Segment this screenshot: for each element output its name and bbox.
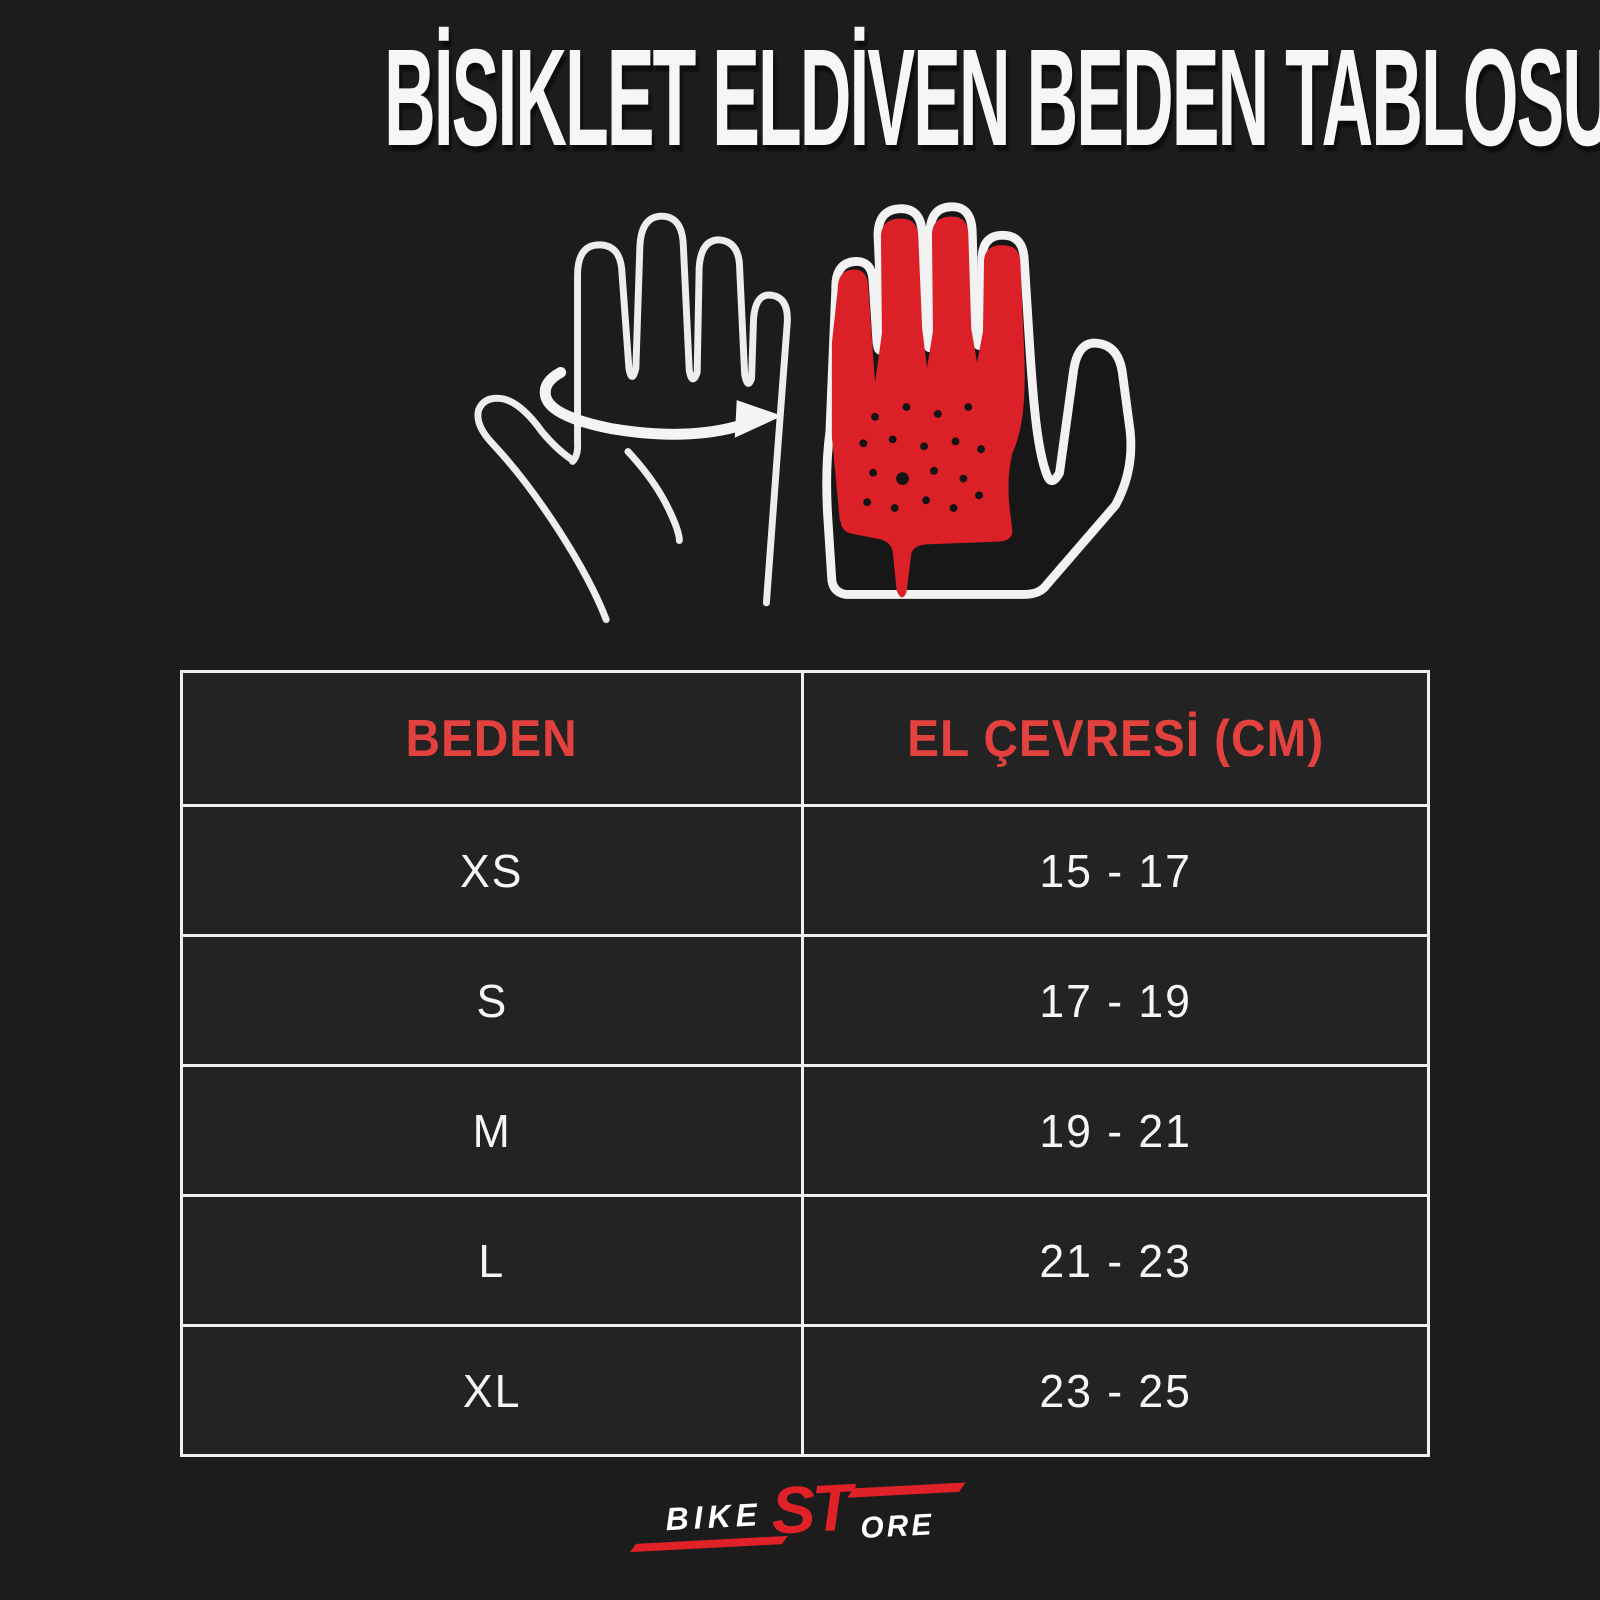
measure-arrow-icon <box>539 366 783 440</box>
table-row: XS 15 - 17 <box>180 804 1430 937</box>
size-table: BEDEN EL ÇEVRESİ (CM) XS 15 - 17 S 17 - … <box>180 670 1430 1457</box>
size-value: S <box>476 974 508 1027</box>
table-row: S 17 - 19 <box>180 934 1430 1067</box>
size-cell: XL <box>180 1324 804 1457</box>
bikestore-logo: BIKE ST ORE <box>630 1470 977 1569</box>
logo-crossbar-line-icon <box>847 1482 966 1498</box>
circumference-column-header-label: EL ÇEVRESİ (CM) <box>907 709 1324 768</box>
table-row: L 21 - 23 <box>180 1194 1430 1327</box>
glove-red-panel <box>831 216 1025 598</box>
size-cell: L <box>180 1194 804 1327</box>
range-value: 21 - 23 <box>1039 1234 1192 1287</box>
range-value: 19 - 21 <box>1039 1104 1192 1157</box>
size-value: XS <box>460 844 524 897</box>
range-value: 15 - 17 <box>1039 844 1192 897</box>
glove-perforation-dots <box>859 403 985 513</box>
circumference-column-header: EL ÇEVRESİ (CM) <box>801 670 1430 807</box>
range-cell: 15 - 17 <box>801 804 1430 937</box>
range-cell: 17 - 19 <box>801 934 1430 1067</box>
page-title: BİSIKLET ELDİVEN BEDEN TABLOSU <box>384 21 1600 175</box>
size-value: XL <box>462 1364 522 1417</box>
size-value: M <box>472 1104 512 1157</box>
range-value: 23 - 25 <box>1039 1364 1192 1417</box>
size-column-header-label: BEDEN <box>405 709 579 768</box>
range-cell: 21 - 23 <box>801 1194 1430 1327</box>
size-cell: M <box>180 1064 804 1197</box>
logo-st-text: ST <box>769 1469 852 1548</box>
logo-bike-text: BIKE <box>664 1496 763 1538</box>
hand-measure-icon <box>474 212 791 624</box>
size-value: L <box>478 1234 506 1287</box>
size-cell: S <box>180 934 804 1067</box>
range-value: 17 - 19 <box>1039 974 1192 1027</box>
table-row: M 19 - 21 <box>180 1064 1430 1197</box>
size-column-header: BEDEN <box>180 670 804 807</box>
table-row: XL 23 - 25 <box>180 1324 1430 1457</box>
hand-outline <box>474 212 791 624</box>
range-cell: 23 - 25 <box>801 1324 1430 1457</box>
glove-icon <box>822 202 1136 599</box>
logo-ore-text: ORE <box>859 1508 936 1546</box>
size-cell: XS <box>180 804 804 937</box>
logo-speed-line-icon <box>630 1535 788 1553</box>
table-header-row: BEDEN EL ÇEVRESİ (CM) <box>180 670 1430 807</box>
range-cell: 19 - 21 <box>801 1064 1430 1197</box>
